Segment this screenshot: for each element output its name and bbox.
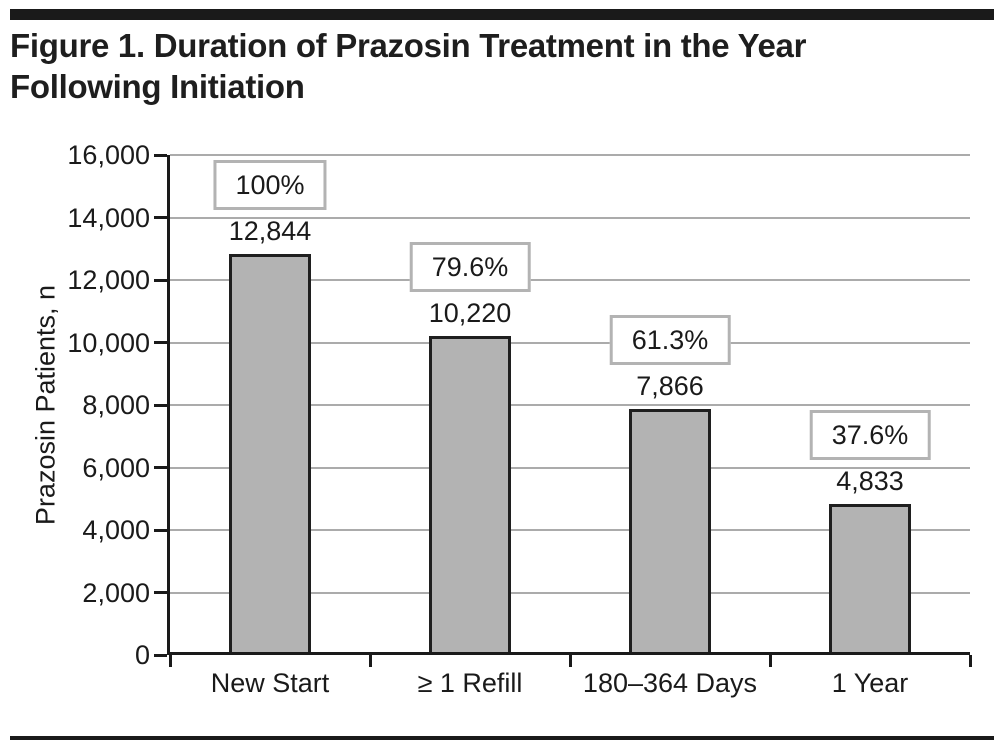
y-tick-label: 14,000 bbox=[67, 202, 150, 233]
gridline bbox=[170, 404, 970, 406]
x-axis-tick bbox=[768, 655, 772, 667]
x-category-label: 1 Year bbox=[831, 668, 909, 698]
bar bbox=[229, 253, 311, 655]
gridline bbox=[170, 216, 970, 219]
bar-value-label: 7,866 bbox=[636, 371, 704, 402]
x-axis-line bbox=[167, 652, 970, 655]
y-tick-label: 6,000 bbox=[82, 452, 150, 483]
percent-label-box: 79.6% bbox=[409, 241, 531, 292]
y-axis-line bbox=[167, 155, 170, 655]
y-axis-tick bbox=[154, 466, 167, 469]
plot-area: 0 2,000 4,000 6,000 8,000 10,000 12,000 14,000 1… bbox=[67, 142, 972, 698]
x-category-label: 180–364 Days bbox=[582, 668, 758, 698]
gridline bbox=[170, 591, 970, 594]
percent-label-box: 37.6% bbox=[809, 409, 931, 460]
bar-value-label: 12,844 bbox=[228, 215, 312, 246]
percent-label-box: 61.3% bbox=[609, 315, 731, 366]
percent-label-box: 100% bbox=[213, 159, 327, 210]
y-axis-tick bbox=[154, 403, 167, 407]
y-axis-tick bbox=[154, 341, 167, 344]
bar bbox=[829, 503, 911, 655]
top-rule bbox=[10, 9, 994, 20]
figure-title: Figure 1. Duration of Prazosin Treatment… bbox=[10, 27, 807, 105]
bar bbox=[629, 409, 711, 655]
gridline bbox=[170, 466, 970, 469]
bar-value-label: 4,833 bbox=[836, 465, 904, 496]
gridline bbox=[170, 154, 970, 156]
bar bbox=[429, 335, 511, 655]
x-category-label: ≥ 1 Refill bbox=[417, 668, 523, 698]
y-axis-tick bbox=[154, 653, 167, 657]
y-tick-label: 16,000 bbox=[67, 140, 150, 170]
x-category-label: New Start bbox=[210, 668, 330, 698]
y-tick-label: 10,000 bbox=[67, 327, 150, 358]
y-axis-tick bbox=[154, 528, 167, 532]
gridline bbox=[170, 529, 970, 531]
y-tick-label: 12,000 bbox=[67, 265, 150, 295]
y-axis-tick bbox=[154, 216, 167, 219]
x-axis-tick bbox=[368, 655, 372, 667]
bottom-rule bbox=[10, 736, 994, 740]
gridline bbox=[170, 341, 970, 344]
y-axis-tick bbox=[154, 153, 167, 157]
y-tick-label: 0 bbox=[134, 640, 150, 670]
y-tick-label: 4,000 bbox=[82, 515, 150, 545]
y-tick-label: 8,000 bbox=[82, 390, 150, 420]
x-axis-tick bbox=[968, 655, 972, 667]
x-axis-tick bbox=[168, 655, 172, 667]
x-axis-tick bbox=[568, 655, 572, 667]
bar-value-label: 10,220 bbox=[428, 297, 512, 328]
y-axis-tick bbox=[154, 591, 167, 594]
gridline bbox=[170, 279, 970, 281]
y-axis-tick bbox=[154, 278, 167, 282]
y-tick-label: 2,000 bbox=[82, 577, 150, 608]
